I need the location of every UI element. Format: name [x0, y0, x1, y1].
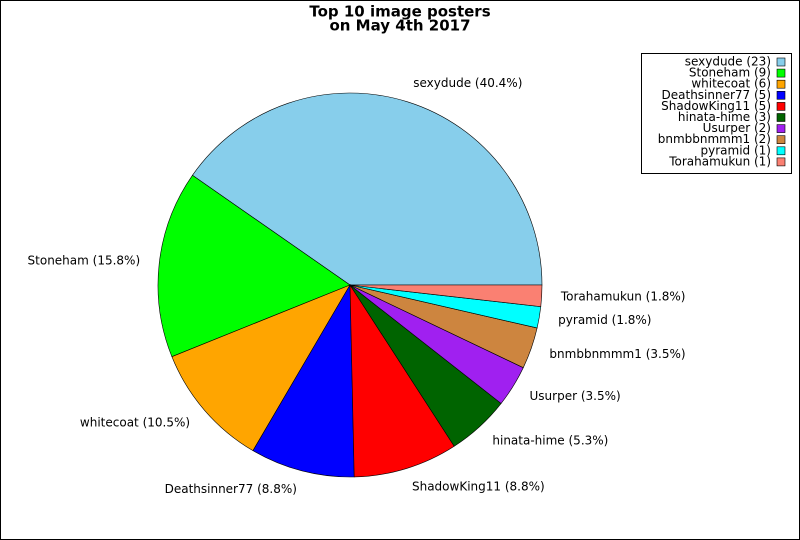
slice-label: Deathsinner77 (8.8%) [165, 482, 297, 496]
pie-slice [192, 92, 543, 286]
legend-label: ShadowKing11 (5) [661, 99, 771, 113]
slice-label: Torahamukun (1.8%) [560, 289, 686, 303]
legend-label: sexydude (23) [685, 55, 771, 69]
legend-label: Deathsinner77 (5) [662, 88, 771, 102]
legend-label: pyramid (1) [701, 143, 771, 157]
legend-swatch [776, 146, 786, 156]
legend-label: Usurper (2) [703, 121, 771, 135]
slice-label: hinata-hime (5.3%) [492, 433, 608, 447]
legend-swatch [776, 135, 786, 144]
legend-label: bnmbbnmmm1 (2) [658, 132, 771, 146]
legend-swatch [776, 57, 786, 67]
slice-label: sexydude (40.4%) [413, 76, 522, 90]
legend-swatch [776, 157, 786, 167]
slice-label: Usurper (3.5%) [530, 389, 621, 403]
slice-label: Stoneham (15.8%) [28, 254, 141, 268]
legend-label: Stoneham (9) [689, 66, 771, 80]
legend-label: Torahamukun (1) [668, 154, 771, 168]
legend-swatch [776, 113, 786, 122]
legend-swatch [776, 68, 786, 78]
legend-swatch [776, 91, 786, 100]
pie-slice [252, 283, 355, 478]
pie-slice [171, 284, 351, 452]
slice-label: pyramid (1.8%) [558, 313, 651, 327]
slice-label: bnmbbnmmm1 (3.5%) [549, 347, 685, 361]
pie-slice [349, 284, 543, 307]
slice-label: ShadowKing11 (8.8%) [412, 479, 545, 493]
legend-swatch [776, 102, 786, 111]
legend-swatch [776, 124, 786, 133]
chart-subtitle: on May 4th 2017 [329, 17, 470, 35]
slice-label: whitecoat (10.5%) [80, 415, 190, 429]
chart-title: Top 10 image posters [309, 3, 490, 21]
legend-label: hinata-hime (3) [678, 110, 771, 124]
pie-slice [349, 283, 455, 478]
pie-slice [157, 174, 351, 358]
legend-box [641, 53, 792, 174]
legend-label: whitecoat (6) [691, 77, 771, 91]
legend-swatch [776, 79, 786, 89]
